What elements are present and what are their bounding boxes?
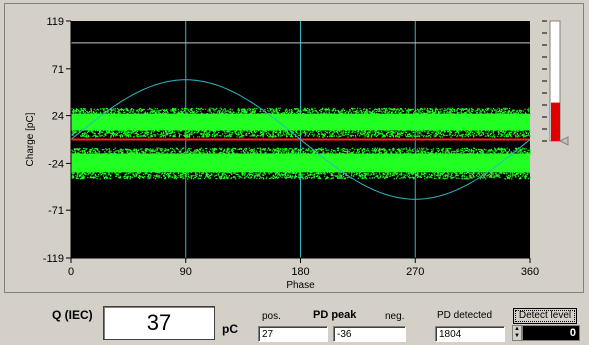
y-tick-label: -71 <box>48 205 64 217</box>
level-bar <box>542 20 569 146</box>
level-marker-icon <box>558 136 569 146</box>
y-tick-label: -24 <box>48 158 64 170</box>
q-unit-label: pC <box>222 322 238 336</box>
pd-detected-field[interactable]: 1804 <box>435 326 505 342</box>
pd-peak-pos-field[interactable]: 27 <box>258 326 328 342</box>
spinner-up-icon[interactable]: ▲ <box>514 326 520 332</box>
reference-sine <box>70 79 531 200</box>
x-tick-label: 270 <box>406 266 424 278</box>
y-axis-label: Charge [pC] <box>25 112 36 166</box>
pd-peak-neg-field[interactable]: -36 <box>333 326 406 342</box>
detect-level-field[interactable]: 0 <box>522 325 580 341</box>
phase-resolved-pd-chart: 119 71 24 -24 -71 -119 0 90 180 270 360 Phase Charge… <box>25 16 569 291</box>
y-tick-label: 119 <box>46 16 64 28</box>
y-tick-label: 24 <box>52 111 64 123</box>
pd-peak-neg-label: neg. <box>385 311 405 322</box>
pd-peak-label: PD peak <box>313 309 357 321</box>
pd-band-core <box>71 113 530 131</box>
spinner-down-icon[interactable]: ▼ <box>514 333 520 339</box>
q-iec-value: 37 <box>103 306 215 340</box>
chart-panel: 119 71 24 -24 -71 -119 0 90 180 270 360 Phase Charge… <box>4 3 584 293</box>
y-tick-label: -119 <box>43 253 64 265</box>
y-tick-label: 71 <box>52 64 64 76</box>
x-tick-label: 360 <box>521 266 539 278</box>
level-bar-fill <box>551 102 560 141</box>
pd-detected-label: PD detected <box>437 310 493 321</box>
detect-level-button[interactable]: Detect level <box>513 308 577 324</box>
detect-level-spinner[interactable]: ▲ ▼ <box>512 325 522 341</box>
q-iec-label: Q (IEC) <box>52 308 93 322</box>
x-tick-label: 180 <box>291 266 309 278</box>
x-tick-label: 0 <box>68 266 74 278</box>
pd-peak-pos-label: pos. <box>262 311 281 322</box>
pd-band-core <box>71 153 530 173</box>
pd-band-speckle <box>71 147 532 180</box>
x-axis-label: Phase <box>286 280 315 291</box>
pd-band-speckle <box>71 107 531 138</box>
x-tick-label: 90 <box>180 266 192 278</box>
pd-band-2 <box>71 147 532 180</box>
pd-band-1 <box>71 107 531 138</box>
